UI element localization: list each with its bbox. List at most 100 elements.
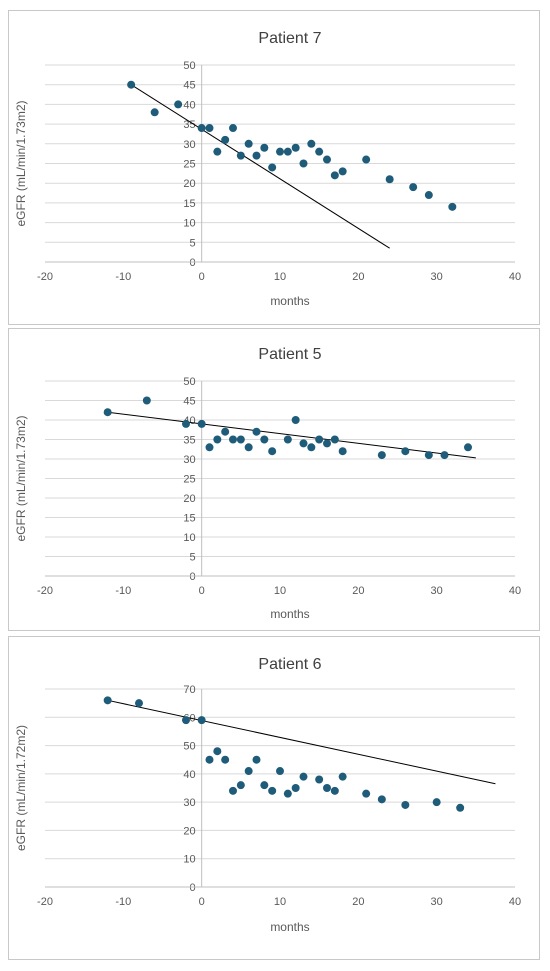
data-point: [197, 419, 206, 428]
data-point: [424, 451, 433, 460]
x-tick-label: -20: [37, 896, 53, 908]
y-tick-label: 0: [190, 882, 196, 894]
y-tick-label: 5: [190, 552, 196, 564]
y-tick-label: 5: [190, 237, 196, 249]
chart-panel-patient-6: Patient 6010203040506070-20-10010203040m…: [8, 636, 540, 960]
data-point: [229, 786, 237, 795]
data-point: [197, 124, 206, 133]
data-point: [268, 786, 277, 795]
x-axis-label: months: [270, 920, 309, 934]
chart-patient-7: Patient 7 0 5 10 15 20 25 30 35 40 45 50 -20 -10 0 10 20…: [14, 30, 521, 308]
data-point: [409, 183, 418, 192]
data-point: [221, 135, 230, 144]
y-tick-label: 30: [183, 139, 195, 151]
data-point: [315, 775, 324, 784]
x-tick-label: 0: [199, 585, 205, 597]
data-point: [127, 80, 136, 89]
y-axis-label: eGFR (mL/min/1.72m2): [14, 725, 28, 851]
data-point: [236, 151, 245, 160]
data-point: [307, 443, 316, 452]
data-point: [213, 435, 222, 444]
data-point: [338, 772, 347, 781]
data-point: [330, 435, 339, 444]
data-point: [283, 147, 292, 156]
data-point: [205, 124, 214, 133]
chart-panel-patient-7: Patient 7 0 5 10 15 20 25 30 35 40 45 50 -20 -10 0 10 20…: [8, 10, 540, 325]
data-point: [276, 767, 284, 776]
data-point: [260, 781, 269, 790]
chart-patient-5: Patient 5 0 5 10 15 20 25 30 35 40 45 50 -20 -10 0 10 20…: [14, 346, 521, 621]
data-point: [385, 175, 394, 184]
y-tick-label: 0: [190, 257, 196, 269]
data-point: [377, 451, 386, 460]
data-point: [283, 789, 292, 798]
x-tick-label: 10: [274, 896, 286, 908]
data-point: [103, 696, 112, 705]
trendline: [107, 699, 496, 785]
data-point: [464, 443, 472, 452]
y-tick-label: 20: [183, 178, 195, 190]
data-point: [213, 747, 222, 756]
y-axis-label: eGFR (mL/min/1.73m2): [14, 100, 28, 226]
x-tick-label: 40: [509, 896, 521, 908]
chart-title: Patient 5: [258, 346, 321, 363]
y-tick-label: 35: [183, 435, 195, 447]
data-point: [221, 427, 230, 436]
data-point: [205, 755, 214, 764]
data-point: [135, 699, 143, 708]
data-point: [338, 167, 347, 176]
chart-patient-6: Patient 6010203040506070-20-10010203040m…: [14, 656, 521, 934]
data-point: [268, 447, 277, 456]
data-point: [432, 798, 441, 807]
data-point: [299, 159, 308, 168]
x-tick-label: -20: [37, 585, 53, 597]
x-tick-label: 10: [274, 271, 286, 283]
data-point: [197, 716, 206, 725]
x-tick-label: 0: [199, 896, 205, 908]
x-tick-label: 30: [431, 585, 443, 597]
y-tick-label: 50: [183, 376, 195, 388]
data-point: [221, 755, 230, 764]
y-tick-label: 15: [183, 198, 195, 210]
trendline: [130, 84, 390, 249]
data-point: [323, 439, 331, 448]
x-axis-label: months: [270, 607, 309, 621]
data-point: [299, 772, 308, 781]
x-tick-label: 30: [431, 896, 443, 908]
data-point: [174, 100, 183, 109]
y-tick-label: 30: [183, 454, 195, 466]
data-point: [182, 419, 190, 428]
y-tick-label: 50: [183, 741, 195, 753]
y-tick-label: 25: [183, 474, 195, 486]
data-point: [291, 416, 300, 424]
y-tick-label: 45: [183, 80, 195, 92]
data-point: [268, 163, 277, 172]
data-point: [142, 396, 151, 405]
data-point: [236, 435, 245, 444]
x-tick-label: -10: [115, 585, 131, 597]
data-point: [291, 784, 300, 792]
data-point: [260, 143, 269, 152]
data-point: [315, 147, 324, 156]
y-axis-label: eGFR (mL/min/1.73m2): [14, 415, 28, 541]
data-point: [440, 451, 449, 460]
data-point: [244, 139, 253, 148]
data-point: [323, 155, 331, 164]
data-point: [323, 784, 331, 792]
data-point: [244, 443, 253, 452]
y-tick-label: 10: [183, 532, 195, 544]
x-tick-label: 20: [352, 271, 364, 283]
data-point: [424, 191, 433, 200]
data-point: [205, 443, 214, 452]
x-tick-label: 20: [352, 585, 364, 597]
data-point: [401, 800, 410, 809]
data-point: [330, 786, 339, 795]
x-axis-label: months: [270, 294, 309, 308]
chart-title: Patient 6: [258, 656, 321, 673]
y-tick-label: 0: [190, 571, 196, 583]
x-tick-label: -20: [37, 271, 53, 283]
data-point: [244, 767, 253, 776]
data-point: [291, 143, 300, 152]
trendline: [107, 411, 476, 459]
y-tick-label: 50: [183, 60, 195, 72]
